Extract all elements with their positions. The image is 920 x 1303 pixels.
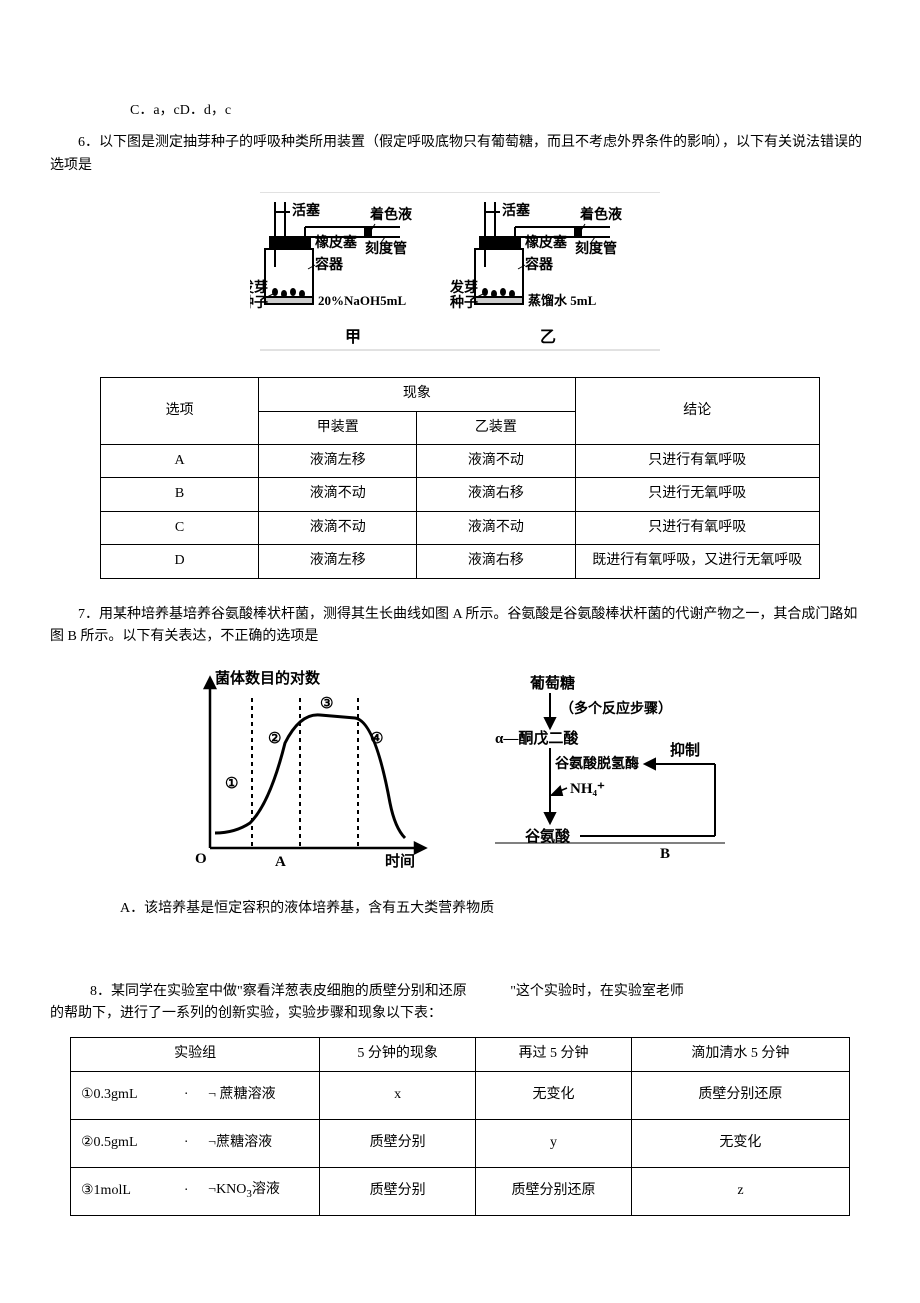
table-row: B液滴不动液滴右移只进行无氧呼吸 [101,478,820,511]
label-jia: 甲 [345,328,361,346]
q5-option-c: C．a，cD．d，c [130,100,870,122]
svg-text:容器: 容器 [314,256,344,273]
th-water5: 滴加清水 5 分钟 [631,1038,849,1071]
svg-text:谷氨酸: 谷氨酸 [525,827,571,845]
svg-text:②: ② [268,731,281,747]
q6-stem: 6．以下图是测定抽芽种子的呼吸种类所用装置（假定呼吸底物只有葡萄糖，而且不考虑外… [50,132,870,177]
svg-text:α—酮戊二酸: α—酮戊二酸 [495,729,579,747]
apparatus-diagram: 活塞 橡皮塞 着色液 刻度管 容器 [250,192,670,362]
svg-text:（多个反应步骤）: （多个反应步骤） [560,700,672,717]
svg-text:活塞: 活塞 [292,202,321,219]
q7-option-a: A．该培养基是恒定容积的液体培养基，含有五大类营养物质 [120,898,870,920]
svg-text:菌体数目的对数: 菌体数目的对数 [215,669,321,687]
svg-text:蒸馏水 5mL: 蒸馏水 5mL [528,293,597,308]
th-option: 选项 [101,378,259,445]
th-first5: 5 分钟的现象 [320,1038,476,1071]
table-row: D液滴左移液滴右移既进行有氧呼吸，又进行无氧呼吸 [101,545,820,578]
q8-table: 实验组 5 分钟的现象 再过 5 分钟 滴加清水 5 分钟 ①0.3gmL · … [70,1037,850,1215]
th-jia: 甲装置 [259,411,417,444]
svg-text:容器: 容器 [524,256,554,273]
table-row: A液滴左移液滴不动只进行有氧呼吸 [101,444,820,477]
svg-text:④: ④ [370,731,383,747]
svg-text:①: ① [225,776,238,792]
svg-text:刻度管: 刻度管 [365,240,407,257]
q6-table: 选项 现象 结论 甲装置 乙装置 A液滴左移液滴不动只进行有氧呼吸 B液滴不动液… [100,377,820,578]
svg-text:时间: 时间 [385,852,415,870]
svg-text:20%NaOH5mL: 20%NaOH5mL [318,293,406,308]
th-conclusion: 结论 [575,378,819,445]
table-row: ②0.5gmL · ¬蔗糖溶液 质壁分别 y 无变化 [71,1119,850,1167]
svg-text:发芽: 发芽 [250,279,268,296]
table-row: C液滴不动液滴不动只进行有氧呼吸 [101,511,820,544]
svg-text:谷氨酸脱氢酶: 谷氨酸脱氢酶 [555,755,639,772]
svg-text:发芽: 发芽 [449,279,478,296]
svg-text:NH₄⁺: NH₄⁺ [570,781,605,797]
svg-text:③: ③ [320,696,333,712]
label-yi: 乙 [540,329,556,346]
table-row: ①0.3gmL · ¬ 蔗糖溶液 x 无变化 质壁分别还原 [71,1071,850,1119]
svg-text:抑制: 抑制 [670,741,700,759]
svg-text:O: O [195,851,207,867]
th-next5: 再过 5 分钟 [476,1038,632,1071]
th-group: 实验组 [71,1038,320,1071]
q8-stem: 8．某同学在实验室中做"察看洋葱表皮细胞的质壁分别和还原 "这个实验时，在实验室… [50,981,870,1026]
svg-text:A: A [275,854,286,870]
svg-text:葡萄糖: 葡萄糖 [529,674,575,692]
svg-text:着色液: 着色液 [579,206,623,223]
th-yi: 乙装置 [417,411,575,444]
q6-figure: 活塞 橡皮塞 着色液 刻度管 容器 [50,192,870,362]
th-phenomenon: 现象 [259,378,575,411]
svg-text:B: B [660,846,670,862]
table-row: ③1molL · ¬KNO3溶液 质壁分别 质壁分别还原 z [71,1167,850,1215]
svg-text:着色液: 着色液 [369,206,413,223]
q7-figure: 菌体数目的对数 时间 O A ① ② ③ ④ 葡萄糖 （多个反应步骤） α—酮戊… [50,663,870,883]
svg-text:刻度管: 刻度管 [575,240,617,257]
svg-text:种子: 种子 [449,294,478,311]
q7-stem: 7．用某种培养基培养谷氨酸棒状杆菌，测得其生长曲线如图 A 所示。谷氨酸是谷氨酸… [50,604,870,649]
svg-text:活塞: 活塞 [502,202,531,219]
